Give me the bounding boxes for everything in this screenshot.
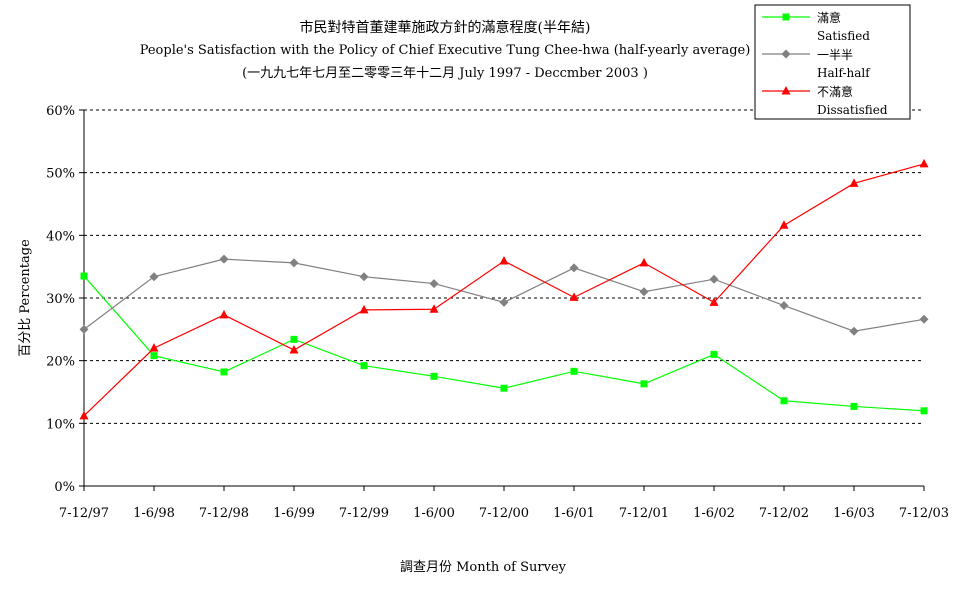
data-point-satisfied [290,335,298,343]
x-tick-label: 7-12/98 [199,506,249,521]
data-point-dissatisfied [429,304,439,313]
data-point-dissatisfied [639,257,649,267]
x-tick-label: 7-12/97 [59,506,109,521]
data-point-dissatisfied [289,345,299,354]
data-point-dissatisfied [219,309,229,319]
data-point-dissatisfied [359,304,369,314]
y-tick-label: 40% [46,229,75,244]
y-tick-label: 10% [46,417,75,432]
data-point-half-half [569,263,579,273]
data-point-dissatisfied [779,220,789,229]
x-tick-label: 1-6/03 [833,506,875,521]
y-tick-label: 60% [46,104,75,119]
legend-swatch-marker [782,13,790,21]
series-half-half [79,254,929,336]
x-tick-label: 1-6/98 [133,506,175,521]
series-line-half-half [83,258,925,332]
legend-label-english: Satisfied [817,29,870,43]
data-point-satisfied [80,272,88,280]
y-tick-labels: 0% 10% 20% 30% 40% 50% 60% [46,104,75,495]
data-point-satisfied [150,352,158,360]
series-dissatisfied [79,158,929,420]
legend-swatch-marker [781,49,791,59]
data-point-half-half [499,297,509,307]
data-point-half-half [219,254,229,264]
data-point-half-half [779,301,789,311]
data-point-satisfied [780,397,788,405]
axes [79,109,925,491]
data-point-dissatisfied [709,297,719,306]
chart-subtitle-period: (一九九七年七月至二零零三年十二月 July 1997 - Deccmber 2… [242,66,648,81]
legend-label-chinese: 一半半 [817,48,853,62]
series-satisfied [80,272,928,415]
series-line-dissatisfied [83,163,925,417]
data-series [79,158,929,420]
legend-label-chinese: 滿意 [817,10,841,25]
legend-entry-half-half: 一半半 Half-half [762,48,871,80]
data-point-dissatisfied [919,158,929,168]
data-point-dissatisfied [149,343,159,352]
data-point-half-half [639,287,649,297]
legend-swatch-marker [781,86,791,95]
y-tick-label: 20% [46,355,75,370]
data-point-half-half [289,258,299,268]
y-tick-label: 30% [46,292,75,307]
chart-subtitle-english: People's Satisfaction with the Policy of… [140,43,751,58]
y-tick-label: 50% [46,167,75,182]
y-tick-label: 0% [54,480,75,495]
y-axis-label: 百分比 Percentage [18,239,33,357]
x-tick-labels: 7-12/97 1-6/98 7-12/98 1-6/99 7-12/99 1-6/00 7… [59,506,949,521]
data-point-dissatisfied [569,292,579,301]
data-point-satisfied [570,367,578,375]
data-point-half-half [359,272,369,282]
data-point-satisfied [500,384,508,392]
legend: 滿意 Satisfied 一半半 Half-half 不滿意 Dissatisfied [754,4,911,120]
legend-label-english: Dissatisfied [817,103,888,117]
data-point-half-half [849,326,859,336]
grid-lines [84,109,924,424]
legend-box [754,4,911,120]
data-point-dissatisfied [79,410,89,420]
x-tick-label: 1-6/99 [273,506,315,521]
x-tick-label: 7-12/00 [479,506,529,521]
chart-title: 市民對特首董建華施政方針的滿意程度(半年結) [300,19,591,36]
x-tick-label: 7-12/99 [339,506,389,521]
x-tick-label: 1-6/01 [553,506,595,521]
data-point-satisfied [850,402,858,410]
data-point-satisfied [430,372,438,380]
data-point-half-half [429,279,439,289]
data-point-satisfied [220,368,228,376]
x-axis-label: 調查月份 Month of Survey [400,560,567,575]
x-tick-label: 7-12/03 [899,506,949,521]
data-point-half-half [709,274,719,284]
data-point-dissatisfied [849,178,859,187]
data-point-half-half [79,324,89,334]
data-point-satisfied [360,362,368,370]
legend-label-chinese: 不滿意 [817,84,853,99]
x-tick-label: 7-12/02 [759,506,809,521]
legend-entry-satisfied: 滿意 Satisfied [762,10,870,43]
data-point-half-half [919,314,929,324]
data-point-dissatisfied [499,256,509,265]
data-point-half-half [149,272,159,282]
data-point-satisfied [710,350,718,358]
data-point-satisfied [640,380,648,388]
data-point-satisfied [920,407,928,415]
x-tick-label: 7-12/01 [619,506,669,521]
legend-entry-dissatisfied: 不滿意 Dissatisfied [762,84,888,117]
x-tick-label: 1-6/02 [693,506,735,521]
legend-label-english: Half-half [817,66,871,80]
x-tick-label: 1-6/00 [413,506,455,521]
